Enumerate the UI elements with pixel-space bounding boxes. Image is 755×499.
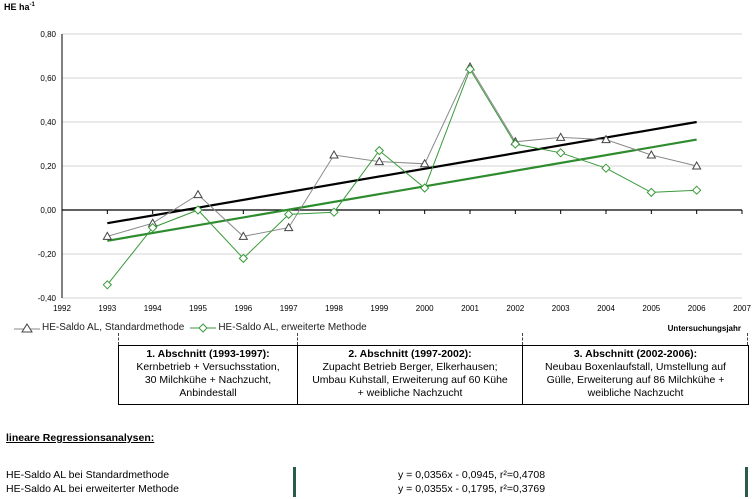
series-line-standard <box>107 65 697 237</box>
data-point-extended <box>601 163 611 173</box>
regression-equation-standard: y = 0,0356x - 0,0945, r²=0,4708 <box>398 469 546 481</box>
y-tick-label: -0,20 <box>38 250 57 259</box>
data-point-extended <box>691 185 702 195</box>
data-point-extended <box>329 207 339 217</box>
series-markers <box>102 61 702 290</box>
trendline-extended <box>107 138 697 242</box>
data-point-standard <box>102 231 113 240</box>
legend-item-standard: HE-Saldo AL, Standardmethode <box>14 322 184 333</box>
data-point-extended <box>283 209 294 220</box>
data-point-extended <box>147 222 158 233</box>
x-tick-label: 1998 <box>325 304 343 313</box>
regression-equation-extended: y = 0,0355x - 0,1795, r²=0,3769 <box>398 483 546 495</box>
phase-table: 1. Abschnitt (1993-1997): Kernbetrieb + … <box>118 345 749 405</box>
phase-divider-right <box>747 333 748 345</box>
phase-text: weibliche Nachzucht <box>587 387 684 399</box>
series-line-extended <box>106 68 697 286</box>
phase-text: Neubau Boxenlaufstall, Umstellung auf <box>545 361 726 373</box>
gridlines <box>62 33 742 299</box>
regression-label-standard: HE-Saldo AL bei Standardmethode <box>6 469 170 481</box>
data-point-extended <box>238 253 249 264</box>
x-tick-label: 2005 <box>642 304 660 313</box>
x-tick-label: 1994 <box>144 304 162 313</box>
y-tick-label: 0,20 <box>40 162 56 171</box>
phase-text: Kernbetrieb + Versuchsstation, <box>136 361 280 373</box>
phase-title: 1. Abschnitt (1993-1997): <box>146 348 270 360</box>
regression-divider-left <box>293 467 296 497</box>
data-point-standard <box>238 231 249 240</box>
phase-1: 1. Abschnitt (1993-1997): Kernbetrieb + … <box>119 346 298 404</box>
x-tick-label: 1995 <box>189 304 207 313</box>
data-point-standard <box>374 156 385 166</box>
x-tick-label: 2007 <box>733 304 751 313</box>
data-point-standard <box>555 132 566 141</box>
data-point-extended <box>419 183 430 193</box>
regression-label-extended: HE-Saldo AL bei erweiterter Methode <box>6 483 179 495</box>
phase-title: 2. Abschnitt (1997-2002): <box>348 348 472 360</box>
legend-label-standard: HE-Saldo AL, Standardmethode <box>42 322 185 333</box>
x-tick-label: 1993 <box>98 304 116 313</box>
x-axis-label: Untersuchungsjahr <box>667 324 741 333</box>
y-tick-label: 0,60 <box>40 74 56 83</box>
phase-divider-left <box>118 333 119 345</box>
data-point-standard <box>419 158 430 168</box>
data-point-extended <box>646 187 657 198</box>
x-tick-label: 2003 <box>552 304 570 313</box>
legend-label-extended: HE-Saldo AL, erweiterte Methode <box>218 322 367 333</box>
diamond-marker-icon <box>190 322 217 333</box>
data-point-extended <box>193 205 203 215</box>
phase-text: Umbau Kuhstall, Erweiterung auf 60 Kühe <box>312 374 508 386</box>
data-point-extended <box>374 145 385 156</box>
regression-heading: lineare Regressionsanalysen: <box>6 432 155 444</box>
phase-divider-1997 <box>297 333 298 345</box>
phase-2: 2. Abschnitt (1997-2002): Zupacht Betrie… <box>298 346 523 404</box>
data-point-standard <box>283 222 294 232</box>
x-tick-label: 2000 <box>416 304 434 313</box>
x-tick-label: 1992 <box>53 304 71 313</box>
data-point-extended <box>102 280 113 290</box>
data-point-extended <box>465 64 475 74</box>
x-tick-label: 2006 <box>688 304 706 313</box>
data-point-extended <box>555 148 566 158</box>
x-tick-label: 2004 <box>597 304 615 313</box>
phase-divider-2002 <box>522 333 523 345</box>
y-tick-label: -0,40 <box>38 294 57 303</box>
phase-text: 30 Milchkühe + Nachzucht, <box>144 374 272 386</box>
data-point-standard <box>193 189 203 199</box>
data-point-standard <box>646 149 657 159</box>
x-tick-label: 1999 <box>370 304 388 313</box>
x-tick-label: 2001 <box>461 304 479 313</box>
legend-item-extended: HE-Saldo AL, erweiterte Methode <box>190 322 367 333</box>
data-point-extended <box>510 139 521 149</box>
phase-text: Anbindestall <box>179 387 237 399</box>
phase-text: Gülle, Erweiterung auf 86 Milchkühe + <box>546 374 725 386</box>
x-tick-label: 2002 <box>506 304 524 313</box>
x-tick-label: 1996 <box>234 304 252 313</box>
series-lines <box>106 65 697 286</box>
triangle-marker-icon <box>14 322 40 332</box>
phase-title: 3. Abschnitt (2002-2006): <box>573 348 698 360</box>
regression-divider-right <box>745 467 748 497</box>
y-tick-label: 0,40 <box>40 118 56 127</box>
phase-text: Zupacht Betrieb Berger, Elkerhausen; <box>322 361 498 373</box>
x-tick-label: 1997 <box>280 304 298 313</box>
data-point-standard <box>329 149 339 159</box>
y-tick-label: 0,80 <box>40 30 56 39</box>
legend: HE-Saldo AL, Standardmethode HE-Saldo AL… <box>14 322 373 333</box>
y-tick-label: 0,00 <box>40 206 56 215</box>
y-axis-unit: HE ha-1 <box>4 2 35 12</box>
phase-3: 3. Abschnitt (2002-2006): Neubau Boxenla… <box>523 346 748 404</box>
data-point-standard <box>601 134 611 144</box>
data-point-standard <box>691 160 702 170</box>
phase-text: + weibliche Nachzucht <box>357 387 463 399</box>
